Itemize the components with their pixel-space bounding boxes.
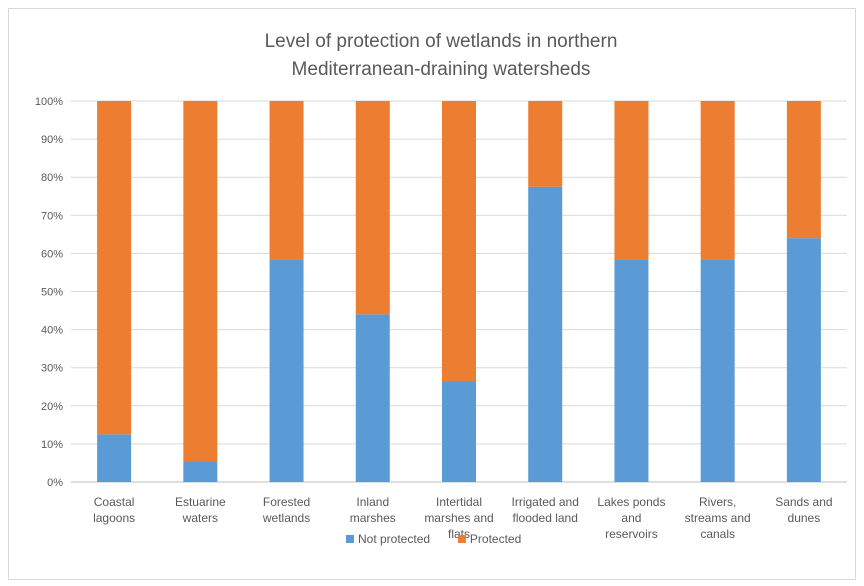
x-category-label: Lakes ponds and reservoirs: [597, 495, 665, 541]
y-tick-label: 80%: [41, 172, 63, 184]
bar-not-protected: [442, 381, 476, 482]
bar-not-protected: [183, 461, 218, 482]
x-category-label: Inland marshes: [350, 495, 396, 525]
chart-title-line: Mediterranean-draining watersheds: [292, 59, 591, 80]
bar-protected: [700, 101, 735, 260]
y-tick-label: 20%: [41, 401, 63, 413]
legend-swatch: [457, 535, 466, 543]
bar-protected: [97, 101, 132, 435]
bar-not-protected: [355, 314, 390, 482]
chart-title: Level of protection of wetlands in north…: [265, 31, 618, 80]
legend-label: Protected: [470, 532, 521, 546]
x-category-label: Estuarine waters: [175, 495, 226, 525]
x-category-label: Coastal lagoons: [93, 495, 135, 525]
bar-protected: [269, 101, 304, 260]
y-tick-label: 60%: [41, 248, 63, 260]
y-tick-label: 50%: [41, 287, 63, 299]
x-category-label: Intertidal marshes and flats: [424, 495, 493, 541]
bar-not-protected: [528, 186, 563, 482]
y-tick-label: 90%: [41, 134, 63, 146]
chart-frame: Level of protection of wetlands in north…: [8, 8, 856, 580]
bar-protected: [355, 101, 390, 315]
x-category-label: Irrigated and flooded land: [512, 495, 579, 525]
legend-swatch: [346, 535, 354, 543]
bar-protected: [183, 101, 218, 462]
chart: Level of protection of wetlands in north…: [35, 31, 847, 546]
bars: [97, 101, 821, 482]
legend: Not protected Protected: [346, 532, 521, 546]
y-axis-ticks: 0% 10% 20% 30% 40% 50% 60% 70% 80% 90% 100%: [35, 96, 63, 489]
bar-not-protected: [614, 259, 649, 482]
bar-protected: [442, 101, 476, 382]
y-tick-label: 70%: [41, 210, 63, 222]
bar-protected: [528, 101, 563, 187]
legend-label: Not protected: [358, 532, 430, 546]
y-tick-label: 30%: [41, 363, 63, 375]
y-tick-label: 0%: [47, 477, 63, 489]
x-category-label: Rivers, streams and canals: [685, 495, 751, 541]
x-category-label: Sands and dunes: [775, 495, 832, 525]
y-tick-label: 40%: [41, 325, 63, 337]
y-tick-label: 10%: [41, 439, 63, 451]
bar-protected: [786, 101, 821, 239]
y-tick-label: 100%: [35, 96, 63, 108]
bar-not-protected: [269, 259, 304, 482]
bar-not-protected: [786, 238, 821, 482]
x-category-label: Forested wetlands: [262, 495, 310, 525]
bar-not-protected: [97, 434, 132, 482]
bar-not-protected: [700, 259, 735, 482]
chart-title-line: Level of protection of wetlands in north…: [265, 31, 618, 52]
bar-protected: [614, 101, 649, 260]
x-axis-categories: Coastal lagoons Estuarine waters Forested wet…: [93, 495, 832, 541]
